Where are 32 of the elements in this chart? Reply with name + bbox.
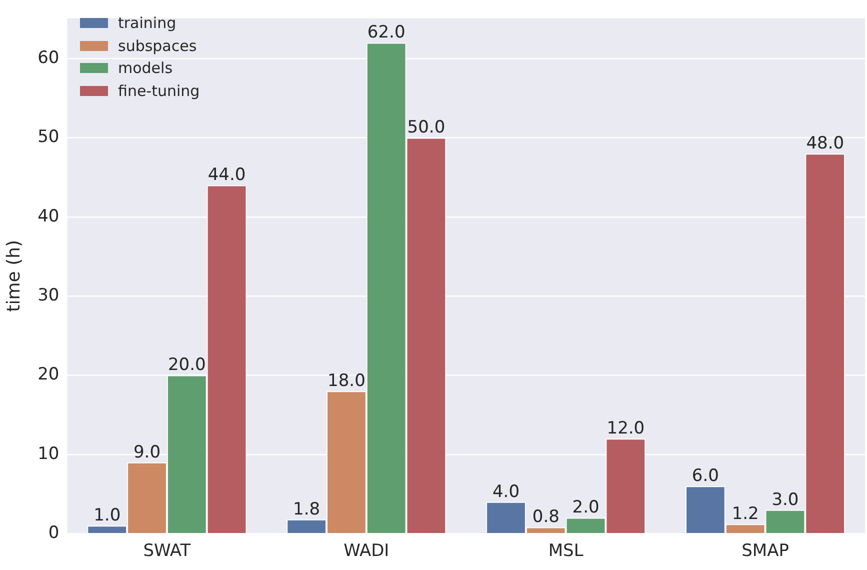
y-axis-title: time (h) <box>3 240 24 312</box>
y-tick-label: 0 <box>48 523 60 544</box>
data-label: 1.0 <box>94 506 121 526</box>
legend-label: training <box>118 14 176 32</box>
data-label: 1.8 <box>293 499 320 520</box>
y-tick-label: 50 <box>38 127 60 148</box>
data-label: 1.2 <box>732 504 759 524</box>
data-label: 3.0 <box>772 490 799 510</box>
data-label: 12.0 <box>606 418 645 439</box>
x-tick-label: MSL <box>548 541 584 562</box>
data-label: 18.0 <box>328 371 366 392</box>
y-tick-label: 20 <box>38 364 60 385</box>
legend-label: models <box>118 59 173 78</box>
legend-label: fine-tuning <box>118 82 200 100</box>
data-label: 2.0 <box>572 498 600 518</box>
y-tick-label: 60 <box>38 48 60 68</box>
legend-label: subspaces <box>118 36 197 55</box>
x-tick-label: SWAT <box>143 541 192 562</box>
y-tick-label: 10 <box>38 444 60 464</box>
x-tick-label: SMAP <box>742 541 789 562</box>
y-tick-label: 30 <box>38 286 60 306</box>
data-label: 6.0 <box>692 466 719 486</box>
x-tick-label: WADI <box>344 541 390 562</box>
data-label: 62.0 <box>367 22 406 43</box>
y-tick-label: 40 <box>38 206 60 226</box>
data-label: 48.0 <box>806 134 844 154</box>
data-label: 9.0 <box>133 442 161 462</box>
data-label: 0.8 <box>532 507 560 528</box>
data-label: 4.0 <box>492 482 520 502</box>
data-label: 20.0 <box>168 355 206 376</box>
data-label: 44.0 <box>208 165 246 186</box>
data-label: 50.0 <box>407 118 446 138</box>
